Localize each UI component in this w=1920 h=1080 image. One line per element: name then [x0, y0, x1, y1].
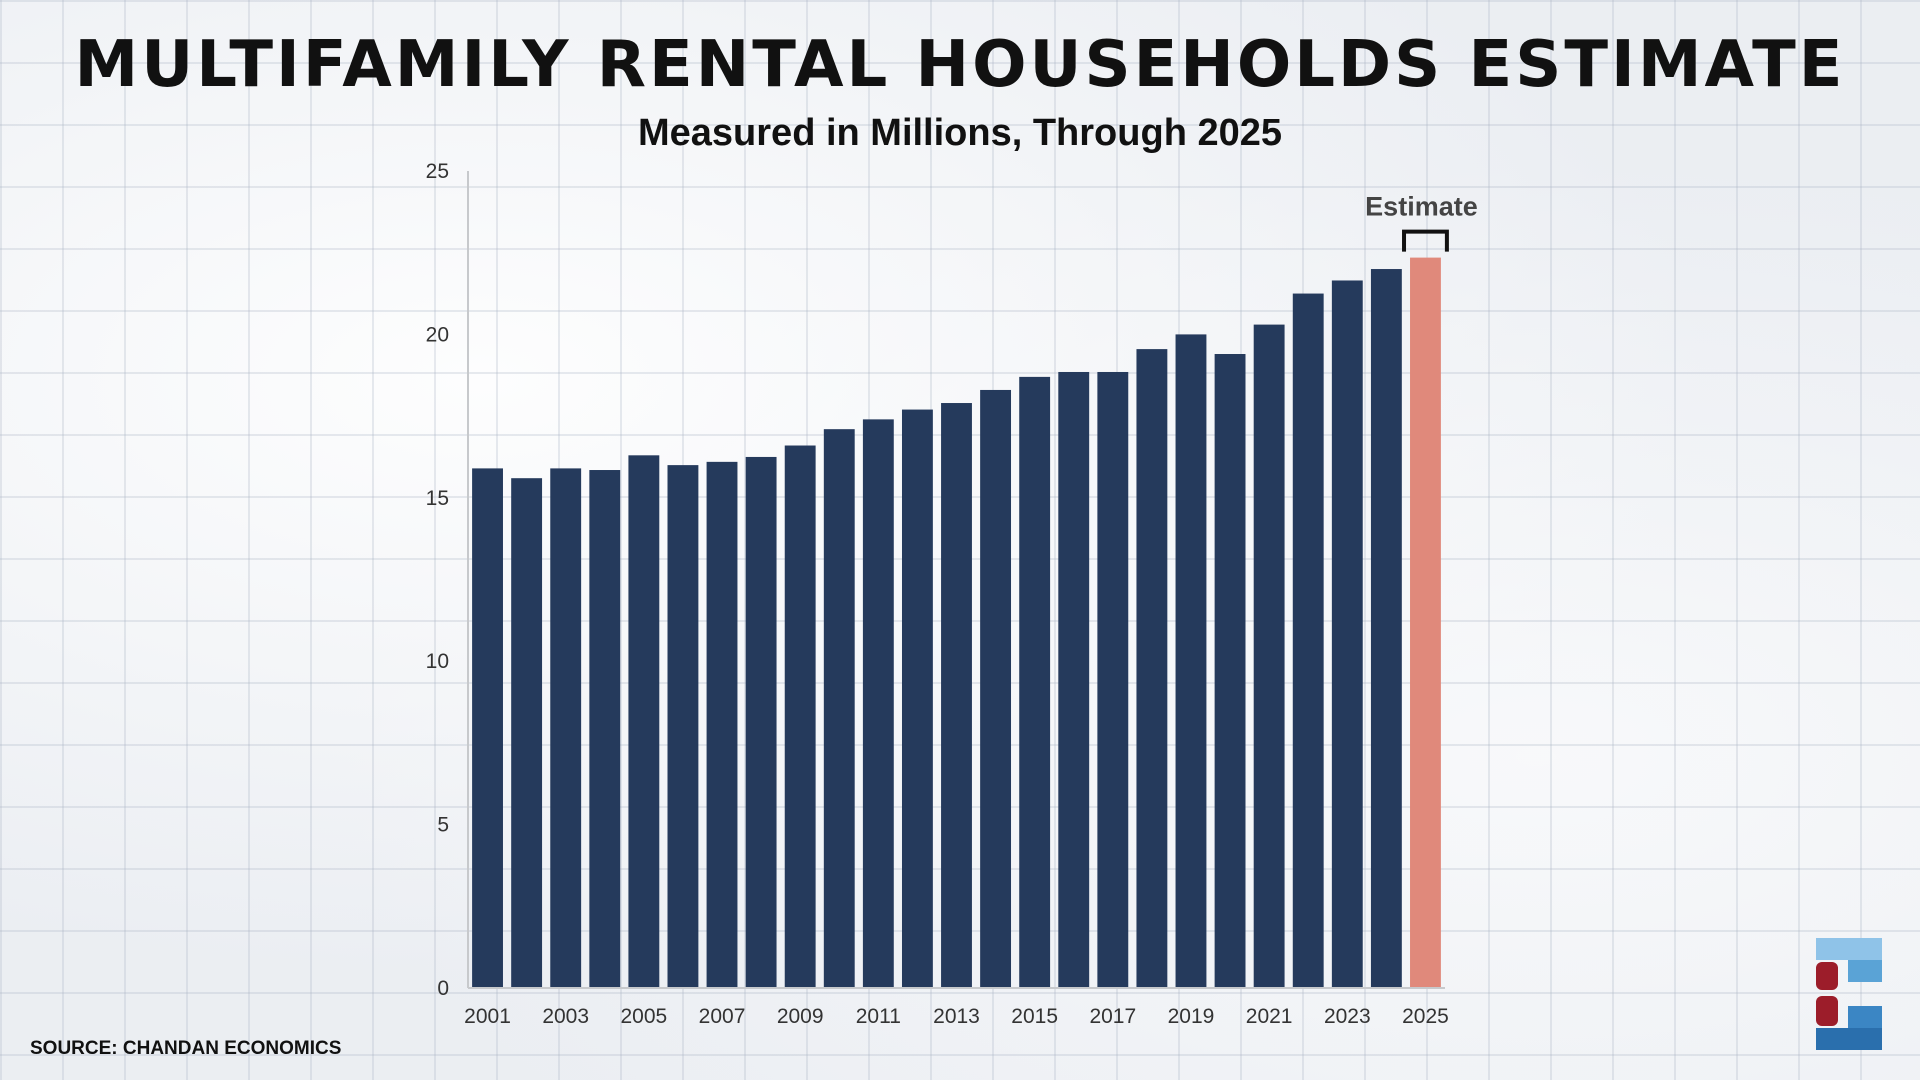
bar — [1058, 371, 1090, 988]
bar — [628, 455, 660, 988]
x-tick-label: 2019 — [1168, 1005, 1215, 1028]
x-tick-label: 2023 — [1324, 1005, 1371, 1028]
x-tick-label: 2021 — [1246, 1005, 1293, 1028]
y-tick-label: 20 — [426, 323, 449, 346]
chart-subtitle: Measured in Millions, Through 2025 — [638, 112, 1282, 154]
bar — [667, 465, 699, 988]
bar — [745, 456, 777, 988]
estimate-annotation: Estimate — [1365, 192, 1478, 222]
bar — [1019, 376, 1051, 988]
x-tick-label: 2005 — [621, 1005, 668, 1028]
bar — [823, 429, 855, 988]
bar — [550, 468, 582, 988]
x-tick-label: 2009 — [777, 1005, 824, 1028]
bar — [472, 468, 503, 988]
y-tick-label: 10 — [426, 650, 449, 673]
bar — [980, 389, 1012, 988]
x-tick-label: 2015 — [1011, 1005, 1058, 1028]
x-tick-label: 2017 — [1089, 1005, 1136, 1028]
brand-logo-icon — [1816, 938, 1882, 1050]
bar — [862, 419, 894, 988]
x-tick-label: 2001 — [464, 1005, 511, 1028]
bar — [511, 478, 543, 988]
estimate-bar — [1410, 257, 1441, 988]
bar — [1175, 334, 1207, 988]
bar — [1292, 293, 1324, 988]
bar — [1214, 354, 1246, 988]
bar — [784, 445, 816, 989]
x-tick-label: 2011 — [856, 1005, 901, 1028]
bar — [1253, 324, 1285, 988]
x-tick-label: 2013 — [933, 1005, 980, 1028]
bar — [1097, 371, 1129, 988]
source-note: SOURCE: CHANDAN ECONOMICS — [30, 1038, 342, 1059]
estimate-bracket — [1402, 229, 1449, 252]
y-tick-label: 5 — [437, 814, 449, 837]
bar — [706, 461, 738, 988]
bar — [1136, 349, 1168, 989]
bar — [941, 403, 972, 988]
bar — [1370, 269, 1402, 988]
y-tick-label: 15 — [426, 487, 449, 510]
x-tick-label: 2007 — [699, 1005, 746, 1028]
x-tick-label: 2003 — [542, 1005, 589, 1028]
bar — [901, 409, 933, 989]
y-tick-label: 0 — [437, 977, 449, 1000]
x-tick-label: 2025 — [1402, 1005, 1449, 1028]
chart-title: MULTIFAMILY RENTAL HOUSEHOLDS ESTIMATE — [74, 28, 1846, 102]
y-tick-label: 25 — [426, 160, 449, 183]
bar — [1331, 280, 1363, 988]
bar — [589, 470, 621, 989]
